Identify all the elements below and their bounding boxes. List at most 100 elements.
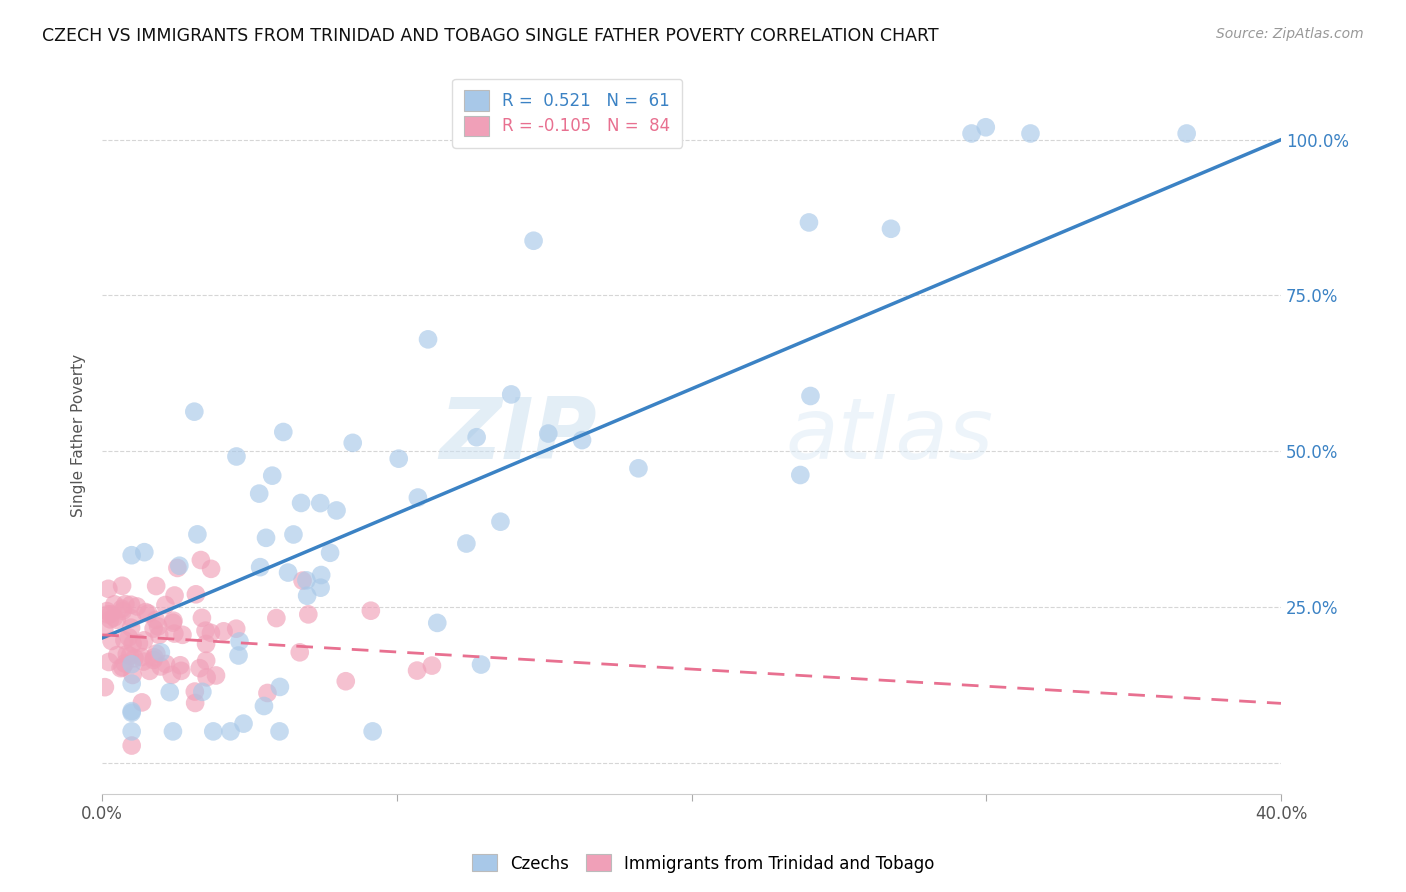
Point bbox=[501, 387, 523, 401]
Point bbox=[283, 527, 305, 541]
Point bbox=[111, 660, 134, 674]
Point bbox=[960, 127, 983, 141]
Point bbox=[105, 613, 128, 627]
Text: atlas: atlas bbox=[786, 394, 994, 477]
Point bbox=[121, 611, 143, 625]
Point bbox=[96, 604, 118, 618]
Point bbox=[114, 597, 136, 611]
Legend: Czechs, Immigrants from Trinidad and Tobago: Czechs, Immigrants from Trinidad and Tob… bbox=[465, 847, 941, 880]
Point bbox=[124, 651, 146, 665]
Point bbox=[120, 621, 142, 635]
Point bbox=[1019, 127, 1042, 141]
Point bbox=[162, 614, 184, 628]
Point bbox=[325, 503, 347, 517]
Point bbox=[131, 695, 153, 709]
Point bbox=[205, 668, 228, 682]
Point bbox=[138, 607, 160, 621]
Point bbox=[184, 696, 207, 710]
Point bbox=[149, 645, 172, 659]
Point bbox=[121, 668, 143, 682]
Point bbox=[111, 604, 134, 618]
Point bbox=[191, 611, 214, 625]
Point bbox=[163, 589, 186, 603]
Point bbox=[121, 706, 143, 720]
Point bbox=[121, 657, 143, 672]
Point bbox=[571, 433, 593, 447]
Point bbox=[266, 611, 288, 625]
Point bbox=[162, 724, 184, 739]
Point bbox=[465, 430, 488, 444]
Point bbox=[159, 685, 181, 699]
Point bbox=[97, 582, 120, 596]
Point bbox=[406, 491, 429, 505]
Point bbox=[627, 461, 650, 475]
Point bbox=[309, 581, 332, 595]
Point bbox=[797, 215, 820, 229]
Point bbox=[172, 628, 194, 642]
Point bbox=[143, 650, 166, 665]
Point bbox=[416, 332, 439, 346]
Point bbox=[225, 450, 247, 464]
Point bbox=[166, 561, 188, 575]
Point bbox=[184, 684, 207, 698]
Point bbox=[145, 647, 167, 661]
Point bbox=[118, 630, 141, 644]
Text: CZECH VS IMMIGRANTS FROM TRINIDAD AND TOBAGO SINGLE FATHER POVERTY CORRELATION C: CZECH VS IMMIGRANTS FROM TRINIDAD AND TO… bbox=[42, 27, 939, 45]
Point bbox=[361, 724, 384, 739]
Point bbox=[420, 658, 443, 673]
Point bbox=[134, 633, 156, 648]
Point bbox=[880, 221, 903, 235]
Point bbox=[148, 628, 170, 642]
Point bbox=[169, 558, 191, 573]
Point bbox=[105, 648, 128, 662]
Point bbox=[146, 619, 169, 633]
Point bbox=[456, 536, 478, 550]
Point bbox=[121, 637, 143, 651]
Point bbox=[131, 650, 153, 665]
Point bbox=[138, 664, 160, 678]
Point bbox=[128, 636, 150, 650]
Point bbox=[100, 607, 122, 622]
Point bbox=[195, 637, 218, 651]
Point bbox=[269, 724, 291, 739]
Point bbox=[120, 598, 142, 612]
Point bbox=[163, 626, 186, 640]
Point bbox=[426, 615, 449, 630]
Point bbox=[253, 698, 276, 713]
Point bbox=[110, 661, 132, 675]
Point bbox=[121, 548, 143, 562]
Point bbox=[111, 601, 134, 615]
Point bbox=[121, 704, 143, 718]
Point bbox=[162, 615, 184, 630]
Point bbox=[228, 648, 250, 663]
Point bbox=[125, 599, 148, 614]
Point bbox=[114, 657, 136, 671]
Point bbox=[799, 389, 821, 403]
Point bbox=[94, 680, 117, 694]
Point bbox=[170, 664, 193, 678]
Point bbox=[470, 657, 492, 672]
Point bbox=[262, 468, 284, 483]
Point bbox=[291, 574, 314, 588]
Point bbox=[269, 680, 291, 694]
Point bbox=[342, 435, 364, 450]
Point bbox=[254, 531, 277, 545]
Point bbox=[537, 426, 560, 441]
Point bbox=[288, 645, 311, 659]
Point bbox=[188, 661, 211, 675]
Point bbox=[98, 612, 121, 626]
Point bbox=[295, 574, 318, 588]
Point bbox=[184, 587, 207, 601]
Point bbox=[142, 653, 165, 667]
Point bbox=[335, 674, 357, 689]
Text: ZIP: ZIP bbox=[440, 394, 598, 477]
Point bbox=[974, 120, 997, 135]
Point bbox=[249, 560, 271, 574]
Point bbox=[183, 405, 205, 419]
Point bbox=[121, 724, 143, 739]
Point bbox=[132, 655, 155, 669]
Point bbox=[194, 624, 217, 638]
Point bbox=[103, 598, 125, 612]
Point bbox=[195, 654, 218, 668]
Point bbox=[271, 425, 294, 439]
